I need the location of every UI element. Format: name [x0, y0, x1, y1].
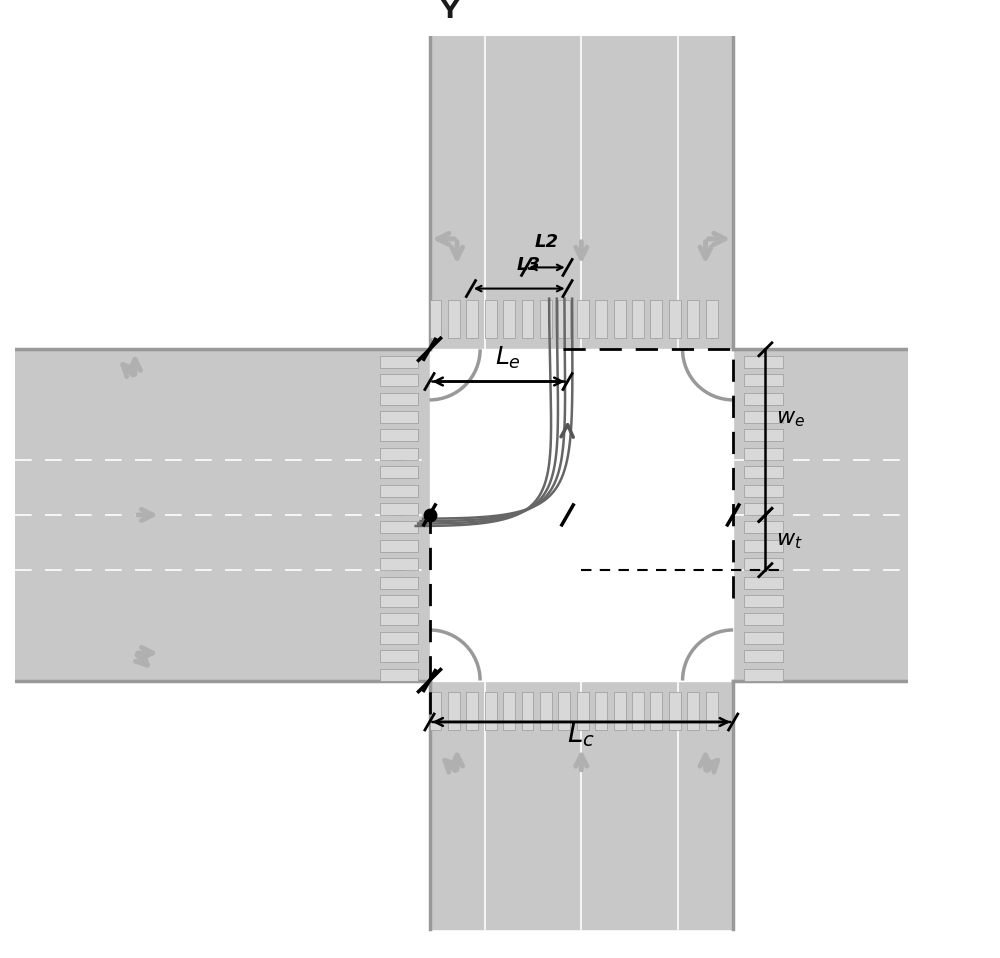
Bar — [669, 692, 681, 730]
Bar — [466, 300, 478, 338]
Bar — [380, 375, 418, 386]
Bar — [485, 300, 497, 338]
Bar — [614, 692, 626, 730]
Bar — [744, 577, 783, 588]
Bar — [380, 595, 418, 607]
Bar — [595, 692, 607, 730]
Bar — [558, 300, 570, 338]
Bar — [744, 355, 783, 368]
Bar — [744, 411, 783, 422]
Text: $\boldsymbol{L_e}$: $\boldsymbol{L_e}$ — [495, 345, 521, 371]
Text: L2: L2 — [535, 233, 559, 251]
Bar — [744, 485, 783, 496]
Bar — [380, 539, 418, 552]
Text: L3: L3 — [516, 256, 540, 274]
Bar — [744, 447, 783, 460]
Bar — [650, 692, 662, 730]
Bar — [577, 692, 589, 730]
Bar — [744, 393, 783, 404]
Bar — [430, 692, 441, 730]
Bar — [466, 692, 478, 730]
Bar — [744, 503, 783, 515]
Bar — [614, 300, 626, 338]
Bar — [744, 559, 783, 570]
Text: Y: Y — [441, 0, 459, 23]
Bar — [540, 692, 552, 730]
Bar — [485, 692, 497, 730]
Bar — [632, 692, 644, 730]
Bar — [380, 613, 418, 626]
Bar — [744, 539, 783, 552]
Text: $\boldsymbol{w_e}$: $\boldsymbol{w_e}$ — [776, 409, 805, 429]
Bar — [380, 485, 418, 496]
Bar — [448, 692, 460, 730]
Bar — [687, 692, 699, 730]
Bar — [380, 355, 418, 368]
Bar — [380, 447, 418, 460]
Bar — [380, 559, 418, 570]
Bar — [744, 375, 783, 386]
Bar — [380, 669, 418, 680]
Bar — [503, 300, 515, 338]
Bar — [380, 467, 418, 478]
Bar — [380, 411, 418, 422]
Bar — [744, 650, 783, 662]
Bar — [380, 393, 418, 404]
Bar — [687, 300, 699, 338]
Bar — [380, 577, 418, 588]
Bar — [650, 300, 662, 338]
Bar — [632, 300, 644, 338]
Bar — [380, 521, 418, 534]
Bar — [540, 300, 552, 338]
Bar — [577, 300, 589, 338]
Bar — [744, 669, 783, 680]
Bar — [744, 595, 783, 607]
Bar — [380, 503, 418, 515]
Bar — [595, 300, 607, 338]
Bar — [706, 300, 718, 338]
Bar — [380, 631, 418, 644]
Bar — [744, 613, 783, 626]
Text: $\boldsymbol{L_c}$: $\boldsymbol{L_c}$ — [567, 719, 595, 749]
Bar — [744, 467, 783, 478]
Bar — [706, 692, 718, 730]
Bar — [522, 692, 533, 730]
Text: $\boldsymbol{w_t}$: $\boldsymbol{w_t}$ — [776, 531, 803, 551]
Bar — [448, 300, 460, 338]
Bar — [522, 300, 533, 338]
Bar — [744, 521, 783, 534]
Bar — [744, 429, 783, 442]
Bar — [430, 300, 441, 338]
Bar — [503, 692, 515, 730]
Bar — [380, 650, 418, 662]
Bar — [558, 692, 570, 730]
Bar — [380, 429, 418, 442]
Bar — [669, 300, 681, 338]
Bar — [744, 631, 783, 644]
